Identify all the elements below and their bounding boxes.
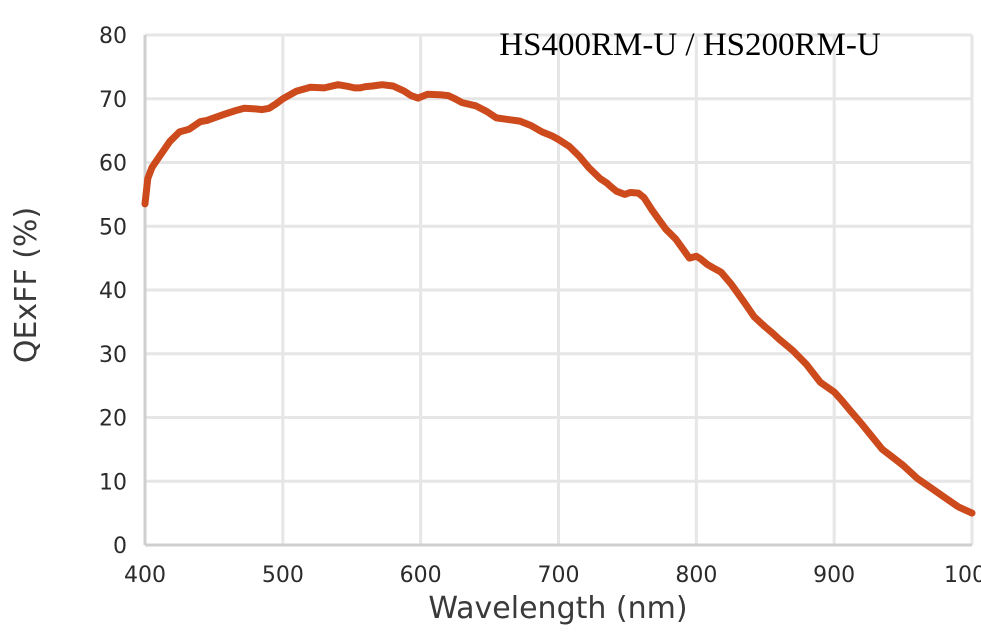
grid-lines [145,33,974,545]
y-axis-title: QExFF (%) [9,207,44,363]
x-tick-label: 1000 [944,563,981,588]
y-tick-label: 70 [99,88,127,113]
x-axis-title: Wavelength (nm) [428,591,687,626]
x-tick-label: 900 [813,563,855,588]
series-layer [141,81,976,517]
x-tick-label: 700 [538,563,580,588]
y-tick-label: 10 [99,470,127,495]
axes [143,35,972,547]
x-tick-label: 800 [675,563,717,588]
y-tick-label: 20 [99,407,127,432]
y-tick-label: 50 [99,215,127,240]
x-tick-label: 600 [400,563,442,588]
tick-labels: 0 10 20 30 40 50 60 70 80 400 500 600 700 800 900 1000 [99,24,981,588]
chart-title: HS400RM-U / HS200RM-U [499,27,881,63]
y-tick-label: 60 [99,152,127,177]
x-tick-label: 500 [262,563,304,588]
y-tick-label: 40 [99,279,127,304]
y-tick-label: 80 [99,24,127,49]
y-tick-label: 30 [99,343,127,368]
x-tick-label: 400 [124,563,166,588]
qe-series-line [141,81,976,517]
y-tick-label: 0 [113,534,127,559]
